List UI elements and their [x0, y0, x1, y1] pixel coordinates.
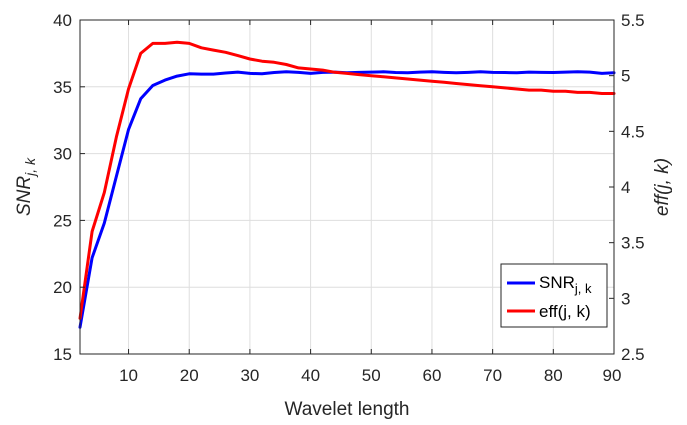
x-tick-label-0: 10 — [119, 366, 138, 385]
y-right-tick-label-2: 3.5 — [621, 234, 645, 253]
y-left-tick-label-3: 30 — [53, 145, 72, 164]
y-left-tick-label-1: 20 — [53, 278, 72, 297]
legend-label-snr-main: SNR — [539, 273, 575, 292]
legend-label-snr-subscript: j, k — [574, 281, 592, 296]
left-y-axis-label-subscript: j, k — [22, 157, 38, 178]
legend-label-eff: eff(j, k) — [539, 302, 591, 321]
y-right-tick-label-3: 4 — [621, 178, 630, 197]
x-tick-label-6: 70 — [483, 366, 502, 385]
x-tick-label-5: 60 — [422, 366, 441, 385]
legend-box — [500, 263, 608, 328]
x-tick-label-3: 40 — [301, 366, 320, 385]
left-y-axis-label-main: SNR — [14, 176, 35, 216]
y-right-tick-label-0: 2.5 — [621, 345, 645, 364]
x-tick-label-7: 80 — [544, 366, 563, 385]
left-y-axis-label: SNRj, k — [14, 157, 38, 216]
right-y-axis-label: eff(j, k) — [652, 158, 673, 216]
x-tick-label-1: 20 — [180, 366, 199, 385]
x-tick-label-8: 90 — [603, 366, 622, 385]
y-right-tick-label-5: 5 — [621, 67, 630, 86]
tick-marks — [80, 19, 615, 355]
legend: SNRj, k eff(j, k) — [500, 263, 608, 328]
y-right-tick-label-4: 4.5 — [621, 122, 645, 141]
y-left-tick-label-4: 35 — [53, 78, 72, 97]
y-right-tick-label-1: 3 — [621, 289, 630, 308]
x-tick-label-2: 30 — [240, 366, 259, 385]
y-right-tick-label-6: 5.5 — [621, 11, 645, 30]
y-left-tick-label-2: 25 — [53, 211, 72, 230]
tick-labels: 10 20 30 40 50 60 70 80 90 15 20 25 30 35 40 2.5 3 3.5 4 4.… — [53, 11, 645, 385]
y-left-tick-label-5: 40 — [53, 11, 72, 30]
x-tick-label-4: 50 — [362, 366, 381, 385]
y-left-tick-label-0: 15 — [53, 345, 72, 364]
series-line-1 — [78, 40, 616, 320]
legend-label-snr: SNRj, k — [539, 273, 592, 296]
series-layer — [78, 40, 616, 329]
x-axis-label: Wavelet length — [285, 399, 410, 420]
grid-lines — [80, 20, 614, 354]
